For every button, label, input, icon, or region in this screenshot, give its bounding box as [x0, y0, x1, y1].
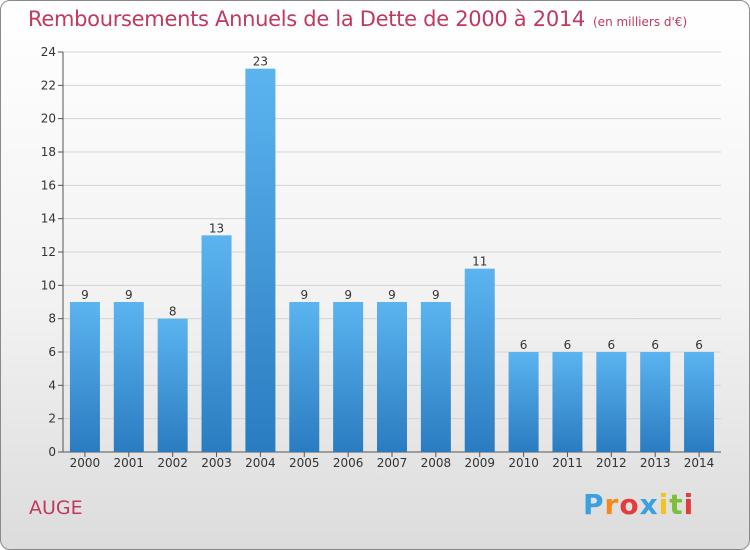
- bar-value-label: 9: [300, 288, 308, 302]
- bars: [69, 68, 715, 453]
- bar-value-label: 11: [472, 255, 487, 269]
- x-tick-label: 2000: [70, 456, 101, 470]
- logo-letter: r: [604, 488, 620, 521]
- bar: [552, 352, 583, 452]
- bar: [201, 235, 232, 452]
- labels: 0246810121416182022242000920019200282003…: [41, 45, 715, 470]
- bar: [377, 302, 407, 452]
- x-tick-label: 2014: [684, 456, 715, 470]
- logo-letter: P: [583, 488, 605, 521]
- y-tick-label: 12: [41, 245, 56, 259]
- place-name: AUGE: [29, 497, 83, 519]
- bar-value-label: 9: [81, 288, 89, 302]
- logo-letter: t: [669, 488, 684, 521]
- bar-value-label: 9: [388, 288, 396, 302]
- chart-title-text: Remboursements Annuels de la Dette de 20…: [28, 7, 585, 31]
- proxiti-logo: Proxiti: [583, 488, 694, 521]
- bar: [245, 68, 276, 453]
- y-tick-label: 0: [48, 445, 56, 459]
- y-tick-label: 20: [41, 112, 56, 126]
- y-tick-label: 24: [41, 45, 56, 59]
- y-tick-label: 16: [41, 178, 56, 192]
- bar: [69, 302, 100, 452]
- x-tick-label: 2010: [508, 456, 539, 470]
- logo-letter: x: [639, 488, 659, 521]
- chart-subtitle: (en milliers d'€): [593, 15, 688, 29]
- y-tick-label: 2: [48, 412, 56, 426]
- x-tick-label: 2001: [114, 456, 145, 470]
- x-tick-label: 2012: [596, 456, 627, 470]
- y-tick-label: 6: [48, 345, 56, 359]
- bar: [289, 302, 320, 452]
- bar: [464, 268, 495, 452]
- bar-value-label: 9: [432, 288, 440, 302]
- bar-value-label: 9: [125, 288, 133, 302]
- y-tick-label: 14: [41, 212, 56, 226]
- bar: [640, 352, 671, 452]
- chart-title: Remboursements Annuels de la Dette de 20…: [28, 7, 687, 31]
- logo-letter: i: [683, 488, 695, 521]
- x-tick-label: 2002: [157, 456, 188, 470]
- logo-letter: o: [619, 488, 640, 521]
- bar-value-label: 6: [564, 338, 572, 352]
- y-tick-label: 10: [41, 278, 56, 292]
- x-tick-label: 2008: [421, 456, 452, 470]
- x-tick-label: 2011: [552, 456, 583, 470]
- x-tick-label: 2005: [289, 456, 320, 470]
- bar: [596, 352, 627, 452]
- x-tick-label: 2003: [201, 456, 232, 470]
- bar-value-label: 13: [209, 221, 224, 235]
- logo-letter: i: [658, 488, 670, 521]
- bar-value-label: 6: [608, 338, 616, 352]
- bar: [113, 302, 144, 452]
- y-tick-label: 18: [41, 145, 56, 159]
- x-tick-label: 2007: [377, 456, 408, 470]
- y-tick-label: 8: [48, 312, 56, 326]
- x-tick-label: 2009: [464, 456, 495, 470]
- bar: [333, 302, 364, 452]
- y-tick-label: 4: [48, 378, 56, 392]
- x-tick-label: 2013: [640, 456, 671, 470]
- bar-value-label: 6: [651, 338, 659, 352]
- bar-value-label: 6: [520, 338, 528, 352]
- x-tick-label: 2004: [245, 456, 276, 470]
- y-tick-label: 22: [41, 78, 56, 92]
- bar-value-label: 9: [344, 288, 352, 302]
- bar: [420, 302, 451, 452]
- bar: [157, 318, 188, 452]
- x-tick-label: 2006: [333, 456, 364, 470]
- bar-value-label: 8: [169, 305, 177, 319]
- bar-value-label: 23: [253, 55, 268, 69]
- bar: [684, 352, 715, 452]
- bar-value-label: 6: [695, 338, 703, 352]
- bar: [508, 352, 539, 452]
